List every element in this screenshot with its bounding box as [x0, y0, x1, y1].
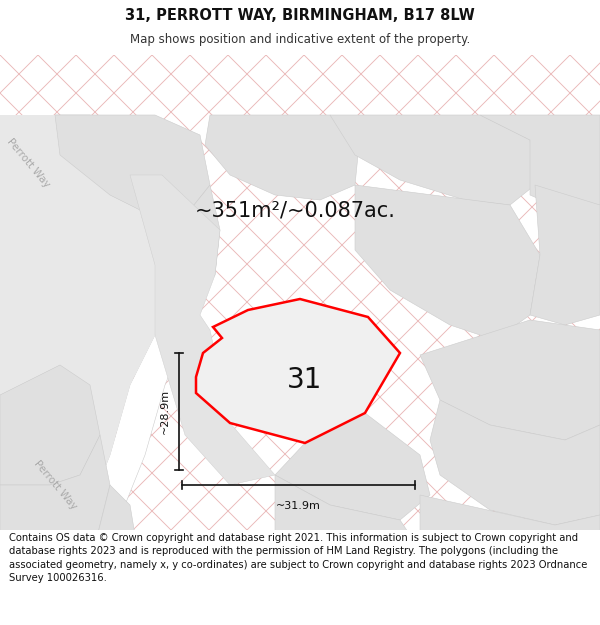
- Polygon shape: [205, 115, 360, 200]
- Polygon shape: [196, 299, 400, 443]
- Text: ~28.9m: ~28.9m: [160, 389, 170, 434]
- Polygon shape: [330, 115, 535, 205]
- Text: ~31.9m: ~31.9m: [276, 501, 321, 511]
- Polygon shape: [480, 115, 600, 210]
- Polygon shape: [275, 413, 430, 520]
- Polygon shape: [0, 435, 110, 590]
- Polygon shape: [420, 320, 600, 440]
- Polygon shape: [420, 495, 600, 590]
- Text: Perrott Way: Perrott Way: [5, 137, 52, 189]
- Polygon shape: [55, 115, 210, 220]
- Text: Map shows position and indicative extent of the property.: Map shows position and indicative extent…: [130, 33, 470, 46]
- Text: ~351m²/~0.087ac.: ~351m²/~0.087ac.: [194, 200, 395, 220]
- Polygon shape: [355, 185, 540, 340]
- Polygon shape: [530, 185, 600, 325]
- Polygon shape: [275, 475, 430, 590]
- Polygon shape: [0, 115, 155, 590]
- Polygon shape: [0, 365, 100, 485]
- Text: Perrott Way: Perrott Way: [32, 459, 79, 511]
- Polygon shape: [55, 115, 185, 530]
- Text: 31, PERROTT WAY, BIRMINGHAM, B17 8LW: 31, PERROTT WAY, BIRMINGHAM, B17 8LW: [125, 8, 475, 23]
- Polygon shape: [60, 485, 140, 590]
- Polygon shape: [130, 175, 275, 485]
- Text: Contains OS data © Crown copyright and database right 2021. This information is : Contains OS data © Crown copyright and d…: [9, 533, 587, 582]
- Text: 31: 31: [287, 366, 323, 394]
- Polygon shape: [430, 400, 600, 525]
- Polygon shape: [160, 185, 220, 295]
